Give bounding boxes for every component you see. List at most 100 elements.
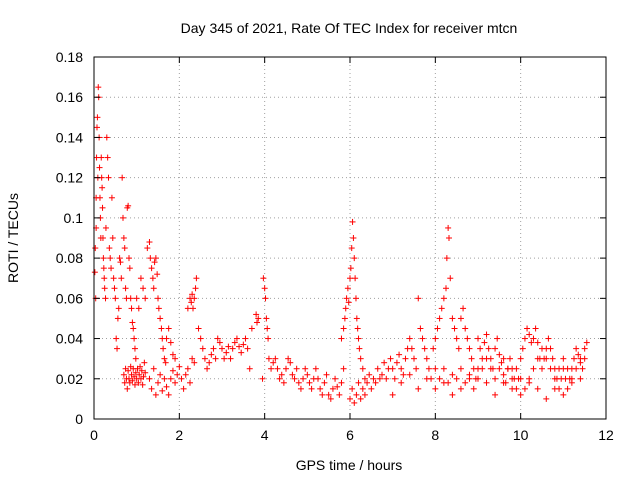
data-point — [206, 359, 213, 366]
data-point — [287, 359, 294, 366]
data-point — [108, 194, 115, 201]
data-point — [408, 345, 415, 352]
data-point — [475, 335, 481, 342]
data-point — [208, 351, 215, 358]
data-point — [432, 365, 439, 372]
data-point — [138, 367, 145, 374]
data-point — [96, 164, 103, 171]
data-point — [355, 379, 362, 386]
data-point — [573, 345, 580, 352]
data-point — [419, 335, 426, 342]
data-point — [125, 367, 132, 374]
data-point — [477, 345, 484, 352]
data-point — [327, 395, 334, 402]
data-point — [352, 295, 359, 302]
data-point — [240, 341, 247, 348]
data-point — [449, 371, 456, 378]
data-point — [227, 355, 234, 362]
data-point — [430, 345, 437, 352]
data-point — [132, 369, 139, 376]
data-point — [357, 395, 364, 402]
data-point — [182, 371, 189, 378]
data-point — [167, 375, 174, 382]
data-point — [526, 331, 533, 338]
data-point — [122, 285, 129, 292]
data-point — [184, 365, 191, 372]
data-point — [176, 363, 183, 370]
data-point — [541, 355, 548, 362]
data-point — [547, 345, 554, 352]
data-point — [517, 391, 524, 398]
data-point — [352, 275, 359, 282]
data-point — [345, 299, 352, 306]
data-point — [157, 315, 164, 322]
data-point — [560, 365, 567, 372]
data-point — [423, 355, 430, 362]
data-point — [108, 265, 115, 272]
data-point — [500, 371, 507, 378]
data-point — [172, 355, 179, 362]
data-point — [398, 379, 405, 386]
data-point — [338, 379, 345, 386]
data-point — [436, 375, 443, 382]
data-point — [180, 385, 187, 392]
data-point — [415, 385, 422, 392]
data-point — [155, 305, 162, 312]
data-point — [451, 325, 458, 332]
data-point — [492, 345, 499, 352]
y-axis-title: ROTI / TECUs — [5, 193, 21, 283]
data-point — [165, 391, 172, 398]
data-point — [577, 359, 584, 366]
data-point — [517, 355, 524, 362]
data-point — [440, 295, 447, 302]
data-point — [99, 235, 106, 241]
data-point — [306, 379, 313, 386]
data-point — [349, 218, 356, 225]
data-point — [114, 315, 121, 322]
data-point — [332, 375, 339, 382]
data-point — [174, 371, 181, 378]
data-point — [129, 377, 136, 384]
data-point — [379, 371, 385, 378]
data-point — [135, 305, 142, 312]
data-point — [242, 335, 249, 342]
data-point — [421, 345, 428, 352]
data-point — [221, 355, 228, 362]
data-point — [434, 325, 441, 332]
data-point — [157, 371, 164, 378]
data-point — [551, 385, 558, 392]
data-point — [359, 365, 366, 372]
data-point — [355, 335, 362, 342]
data-point — [136, 371, 143, 378]
data-point — [564, 385, 571, 392]
data-point — [94, 114, 101, 121]
data-point — [191, 359, 198, 366]
data-point — [483, 379, 490, 386]
data-point — [487, 355, 494, 362]
data-point — [188, 299, 195, 306]
data-point — [169, 351, 176, 358]
data-point — [415, 295, 422, 302]
x-tick-label: 12 — [598, 427, 614, 443]
data-point — [406, 335, 413, 342]
data-point — [152, 391, 159, 398]
data-point — [577, 375, 584, 382]
y-tick-label: 0 — [75, 411, 83, 427]
data-point — [285, 355, 292, 362]
data-point — [344, 285, 351, 292]
data-point — [137, 275, 144, 282]
data-point — [167, 339, 174, 346]
data-point — [163, 335, 170, 342]
data-point — [534, 339, 541, 346]
data-point — [353, 391, 360, 398]
data-point — [124, 385, 131, 392]
data-point — [343, 295, 350, 302]
data-point — [130, 325, 137, 332]
data-point — [462, 325, 469, 332]
data-point — [372, 379, 379, 386]
data-point — [264, 325, 271, 332]
y-tick-label: 0.16 — [56, 89, 83, 105]
data-point — [105, 174, 112, 181]
data-point — [323, 371, 330, 378]
